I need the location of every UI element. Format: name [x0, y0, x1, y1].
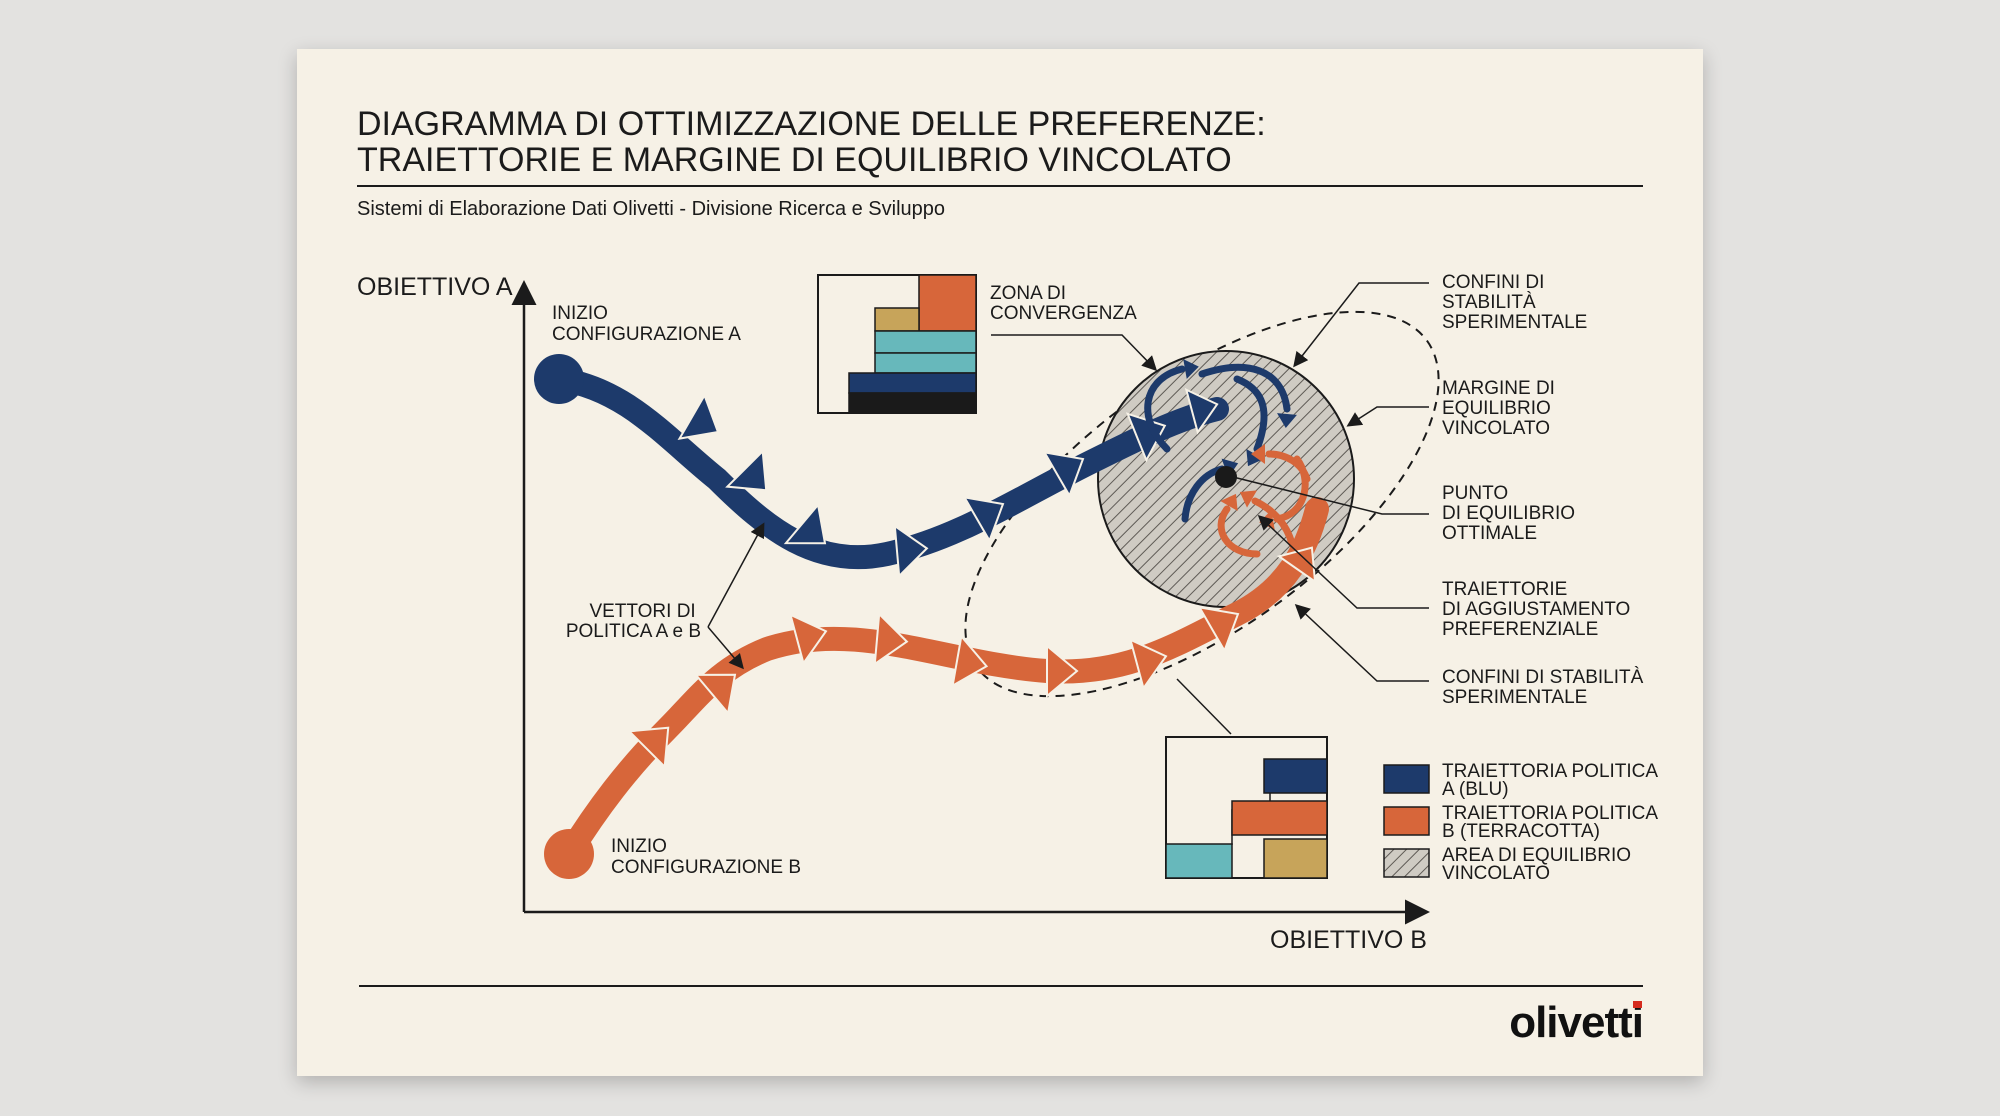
arrowhead-a-3: [783, 502, 827, 545]
legend: TRAIETTORIA POLITICA A (BLU) TRAIETTORIA…: [1383, 761, 1662, 884]
arrowhead-b-6: [1046, 643, 1079, 699]
adjust-arrow-blue-2: [1198, 364, 1291, 413]
arrowhead-b-8: [1197, 606, 1240, 653]
callout-margin: MARGINE DI EQUILIBRIO VINCOLATO: [1442, 378, 1560, 439]
leader-vectors-b: [707, 626, 744, 670]
arrowhead-a-1: [677, 393, 720, 440]
adjust-arrow-terracotta-4: [1265, 450, 1311, 483]
callout-stability-bottom: CONFINI DI STABILITÀ SPERIMENTALE: [1442, 667, 1649, 708]
arrowhead-a-6: [1042, 451, 1085, 498]
arrowhead-b-7: [1129, 638, 1168, 691]
arrowhead-a-5: [962, 496, 1005, 543]
callout-optimum: PUNTO DI EQUILIBRIO OTTIMALE: [1442, 483, 1580, 544]
diagram-canvas: DIAGRAMMA DI OTTIMIZZAZIONE DELLE PREFER…: [357, 105, 1662, 1047]
legend-label-terracotta: TRAIETTORIA POLITICA B (TERRACOTTA): [1442, 803, 1662, 842]
adjust-arrow-blue-4: [1181, 465, 1226, 523]
legend-label-blue: TRAIETTORIA POLITICA A (BLU): [1442, 761, 1662, 800]
legend-label-hatch: AREA DI EQUILIBRIO VINCOLATO: [1442, 845, 1636, 884]
arrowhead-b-3: [789, 613, 828, 666]
arrowhead-a-8: [1184, 387, 1219, 435]
trajectory-b-arrowheads: [627, 546, 1317, 769]
start-b-label: INIZIO CONFIGURAZIONE B: [611, 836, 801, 878]
arrowhead-b-2: [693, 673, 737, 716]
leader-convergence: [991, 334, 1158, 372]
leader-margin: [1346, 406, 1429, 427]
arrowhead-a-4: [893, 524, 929, 579]
start-a-node: [534, 354, 584, 404]
start-a-label: INIZIO CONFIGURAZIONE A: [552, 303, 741, 345]
legend-swatch-hatch: [1383, 848, 1430, 878]
title-line-2: TRAIETTORIE E MARGINE DI EQUILIBRIO VINC…: [357, 141, 1232, 179]
convergence-label: ZONA DI CONVERGENZA: [990, 283, 1137, 324]
olivetti-logo: olivetti: [1509, 998, 1643, 1047]
adjust-arrow-blue-3: [1233, 375, 1268, 453]
start-b-node: [544, 829, 594, 879]
leader-adjustment: [1257, 514, 1429, 609]
leader-optimum: [1232, 476, 1429, 515]
adjust-arrow-terracotta-2: [1217, 505, 1261, 558]
equilibrium-inset: [1165, 736, 1328, 879]
arrowhead-a-2: [725, 449, 768, 492]
leader-stability-bottom: [1294, 603, 1429, 682]
callout-stability-top: CONFINI DI STABILITÀ SPERIMENTALE: [1442, 272, 1587, 333]
vectors-label: VETTORI DI POLITICA A e B: [566, 601, 701, 642]
optimal-point: [1215, 466, 1237, 488]
adjust-arrow-blue-1: [1144, 365, 1186, 453]
callout-adjustment: TRAIETTORIE DI AGGIUSTAMENTO PREFERENZIA…: [1442, 579, 1636, 640]
trajectory-a-path: [547, 367, 1229, 570]
arrowhead-b-9: [1276, 546, 1317, 584]
logo-red-dot: [1633, 1001, 1642, 1008]
arrowhead-b-1: [627, 726, 670, 769]
legend-swatch-blue: [1383, 764, 1430, 794]
convergence-inset: [817, 274, 977, 414]
leader-equilibrium-inset: [1176, 678, 1232, 735]
leader-stability-top: [1293, 282, 1429, 368]
adjust-arrow-terracotta-3: [1251, 497, 1296, 548]
x-axis-label: OBIETTIVO B: [1270, 926, 1427, 954]
y-axis-label: OBIETTIVO A: [357, 273, 513, 301]
legend-swatch-terracotta: [1383, 806, 1430, 836]
leader-vectors-a: [707, 522, 765, 628]
leader-lines: [707, 282, 1429, 735]
title-line-1: DIAGRAMMA DI OTTIMIZZAZIONE DELLE PREFER…: [357, 105, 1266, 143]
diagram-card: DIAGRAMMA DI OTTIMIZZAZIONE DELLE PREFER…: [297, 49, 1703, 1076]
subtitle: Sistemi di Elaborazione Dati Olivetti - …: [357, 198, 945, 220]
arrowhead-b-5: [951, 634, 989, 688]
arrowhead-b-4: [873, 611, 909, 666]
